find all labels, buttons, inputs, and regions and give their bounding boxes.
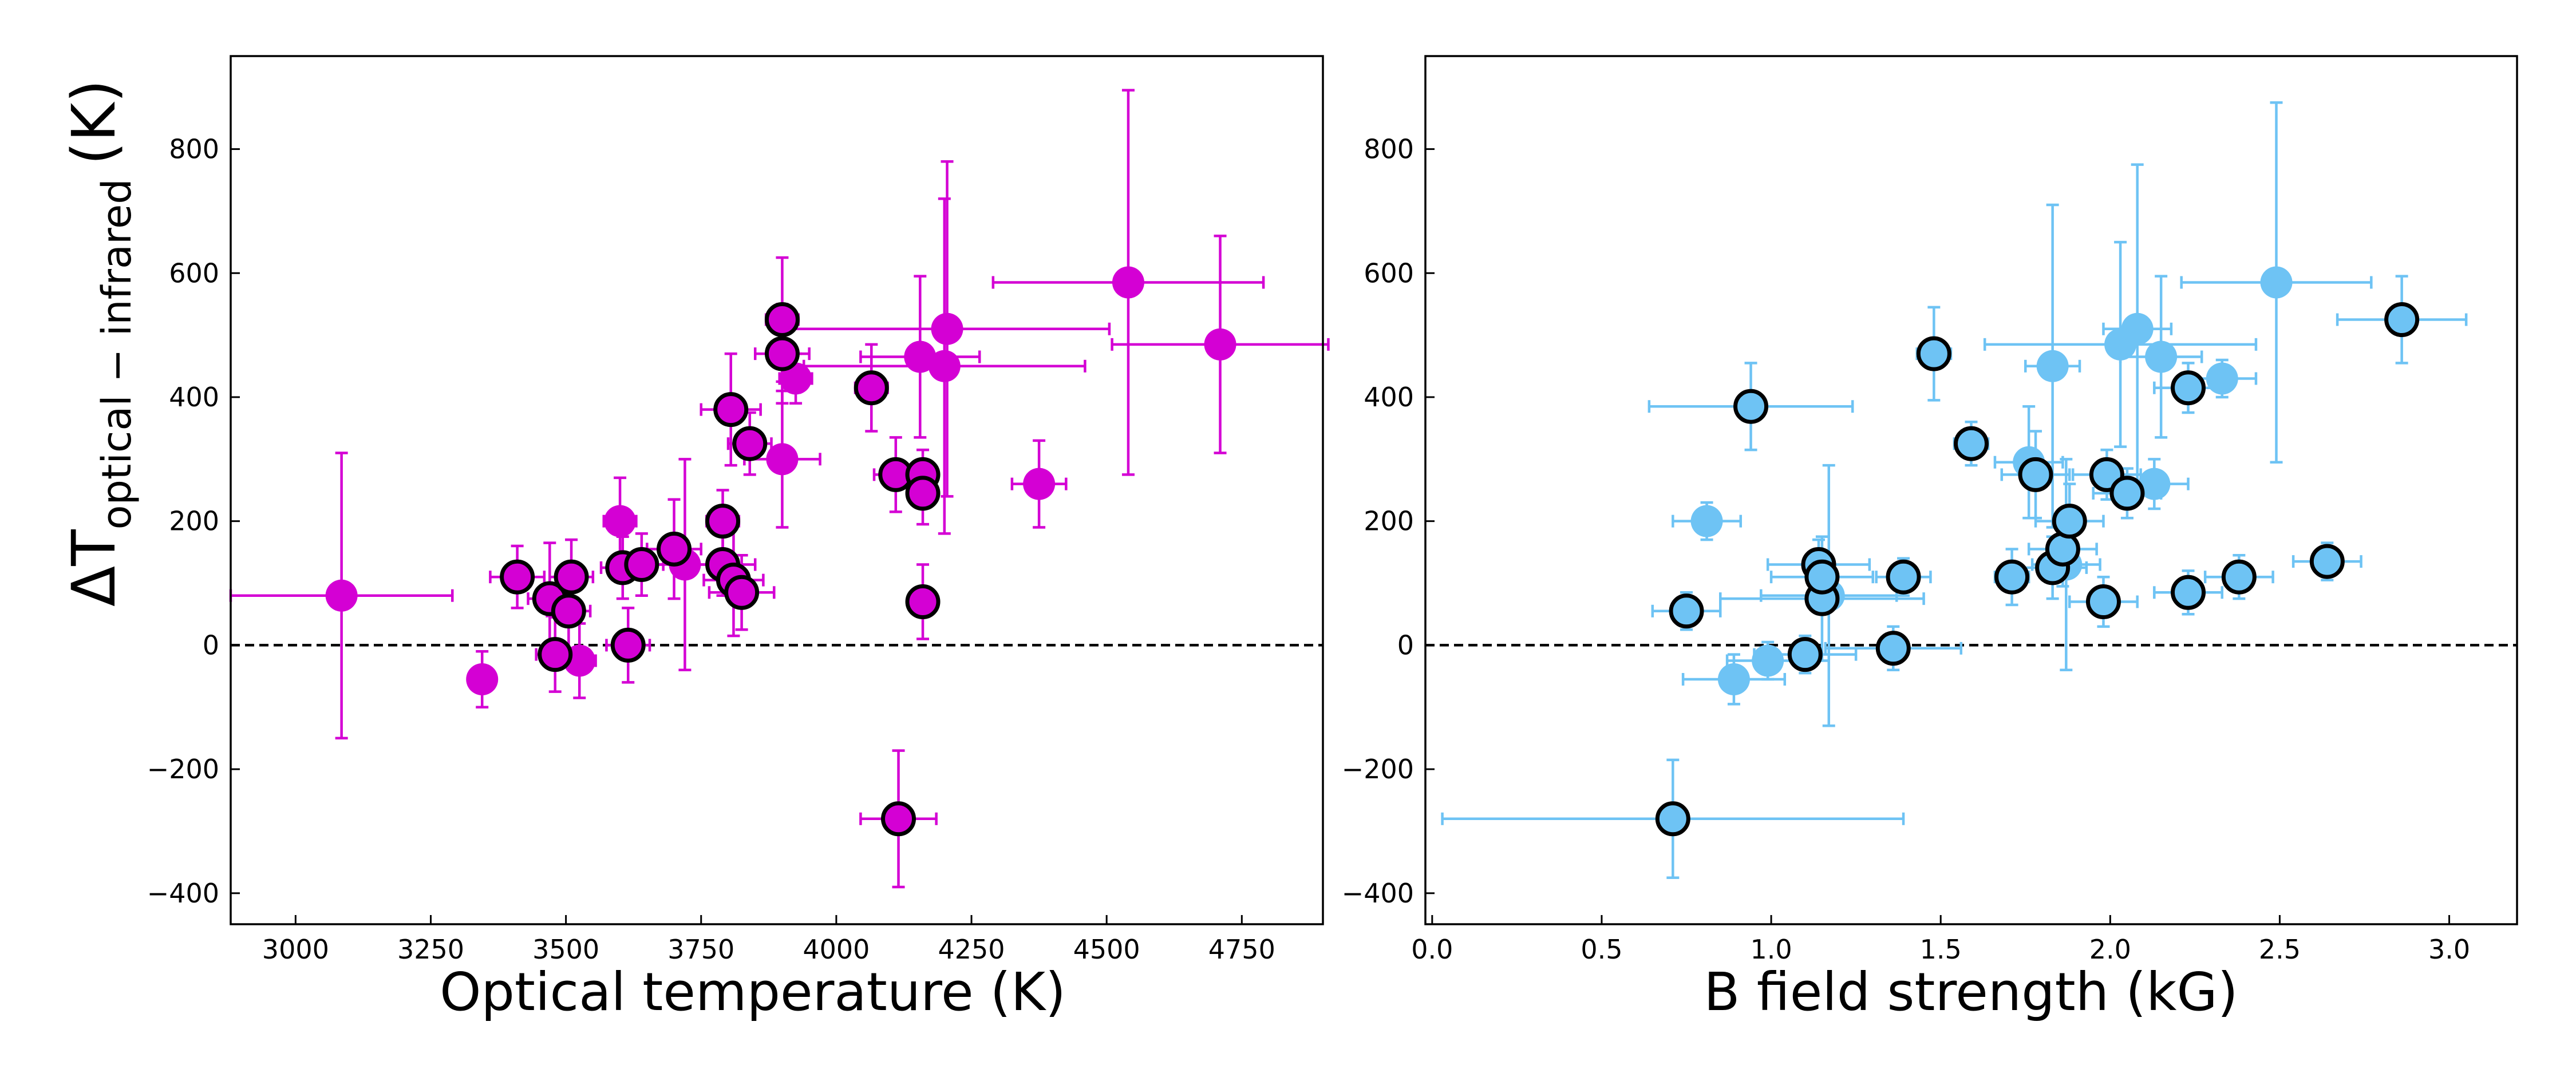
- data-point-outlined: [905, 476, 941, 511]
- data-point-outlined: [724, 575, 760, 610]
- data-point-outlined: [551, 593, 586, 629]
- data-point-outlined: [854, 370, 889, 406]
- y-tick-label: −400: [147, 878, 219, 909]
- data-point-outlined: [2109, 476, 2145, 511]
- data-point-outlined: [705, 504, 741, 539]
- data-point-outlined: [554, 559, 589, 595]
- data-points: [325, 266, 1236, 837]
- data-point: [466, 663, 499, 695]
- x-tick-label: 3250: [397, 934, 464, 965]
- data-point-outlined: [2052, 504, 2087, 539]
- y-tick-label: −400: [1342, 878, 1414, 909]
- data-point-outlined: [2309, 544, 2345, 579]
- data-point: [928, 350, 961, 382]
- data-point: [780, 362, 812, 395]
- error-bars: [1441, 101, 2468, 879]
- y-tick-label: 400: [1364, 382, 1414, 413]
- data-point-outlined: [1886, 559, 1921, 595]
- x-tick-label: 3500: [532, 934, 599, 965]
- data-point: [2121, 312, 2154, 345]
- y-tick-label: 600: [1364, 258, 1414, 288]
- data-point-outlined: [1733, 389, 1769, 424]
- y-axis-label: ΔToptical − infrared(K): [59, 80, 140, 607]
- x-tick-label: 0.5: [1581, 934, 1622, 965]
- x-tick-label: 4500: [1073, 934, 1140, 965]
- x-tick-label: 3750: [667, 934, 734, 965]
- x-tick-label: 2.5: [2259, 934, 2301, 965]
- left-x-axis-label: Optical temperature (K): [440, 961, 1066, 1023]
- data-point-outlined: [1804, 559, 1840, 595]
- data-point: [2036, 350, 2069, 382]
- y-tick-label: 400: [169, 382, 219, 413]
- x-tick-label: 2.0: [2089, 934, 2131, 965]
- data-point-outlined: [538, 637, 573, 672]
- data-points: [1655, 266, 2420, 837]
- data-point: [1752, 644, 1784, 677]
- data-point-outlined: [1994, 559, 2030, 595]
- data-point-outlined: [1954, 426, 1989, 461]
- data-point-outlined: [1875, 631, 1911, 666]
- left-panel-temperature: 3000 3250 3500 3750 4000 4250 4500 4750−400−200…: [147, 55, 1330, 965]
- y-tick-label: 0: [1397, 629, 1414, 660]
- data-point-outlined: [1655, 801, 1690, 837]
- data-point: [1112, 266, 1144, 299]
- data-point-outlined: [713, 392, 749, 427]
- right-x-axis-label: B field strength (kG): [1704, 961, 2238, 1023]
- x-tick-label: 3.0: [2428, 934, 2470, 965]
- data-point: [1023, 468, 1056, 500]
- y-tick-label: 800: [169, 134, 219, 165]
- data-point: [2260, 266, 2293, 299]
- data-point-outlined: [624, 547, 659, 583]
- data-point: [325, 579, 358, 612]
- data-point-outlined: [2384, 302, 2420, 338]
- data-point-outlined: [2171, 575, 2206, 610]
- x-tick-label: 4750: [1208, 934, 1275, 965]
- data-point: [766, 443, 799, 476]
- data-point-outlined: [2085, 584, 2121, 620]
- data-point: [931, 312, 963, 345]
- data-point-outlined: [764, 336, 800, 371]
- y-tick-label: 0: [203, 629, 219, 660]
- y-tick-label: 600: [169, 258, 219, 288]
- data-point-outlined: [2221, 559, 2257, 595]
- plot-frame: [230, 55, 1324, 925]
- data-point-outlined: [500, 559, 535, 595]
- x-tick-label: 1.0: [1751, 934, 1792, 965]
- y-tick-label: 800: [1364, 134, 1414, 165]
- data-point-outlined: [881, 801, 916, 837]
- data-point-outlined: [610, 627, 646, 663]
- x-tick-label: 0.0: [1411, 934, 1453, 965]
- y-tick-label: −200: [1342, 754, 1414, 785]
- data-point: [904, 340, 937, 373]
- data-point-outlined: [2045, 531, 2080, 567]
- plot-frame: [1424, 55, 2518, 925]
- x-tick-label: 1.5: [1920, 934, 1962, 965]
- data-point-outlined: [905, 584, 941, 620]
- data-point-outlined: [657, 531, 692, 567]
- x-tick-label: 4000: [803, 934, 870, 965]
- data-point: [604, 505, 637, 537]
- data-point-outlined: [1787, 637, 1823, 672]
- data-point: [1717, 663, 1750, 695]
- data-point-outlined: [2171, 370, 2206, 406]
- data-point: [2206, 362, 2238, 395]
- right-panel-bfield: 0.0 0.5 1.0 1.5 2.0 2.5 3.0 −400 −200 0 200 400 600 8…: [1342, 55, 2518, 965]
- y-tick-label: 200: [1364, 506, 1414, 537]
- error-bars: [229, 89, 1330, 889]
- data-point: [2138, 468, 2171, 500]
- data-point: [1204, 328, 1236, 361]
- x-tick-label: 4250: [938, 934, 1005, 965]
- data-point-outlined: [1669, 593, 1704, 629]
- x-tick-label: 3000: [262, 934, 329, 965]
- data-point: [1690, 505, 1723, 537]
- data-point-outlined: [2018, 457, 2053, 492]
- data-point-outlined: [732, 426, 768, 461]
- data-point-outlined: [1916, 336, 1951, 371]
- y-tick-label: −200: [147, 754, 219, 785]
- data-point-outlined: [764, 302, 800, 338]
- y-tick-label: 200: [169, 506, 219, 537]
- data-point: [2145, 340, 2178, 373]
